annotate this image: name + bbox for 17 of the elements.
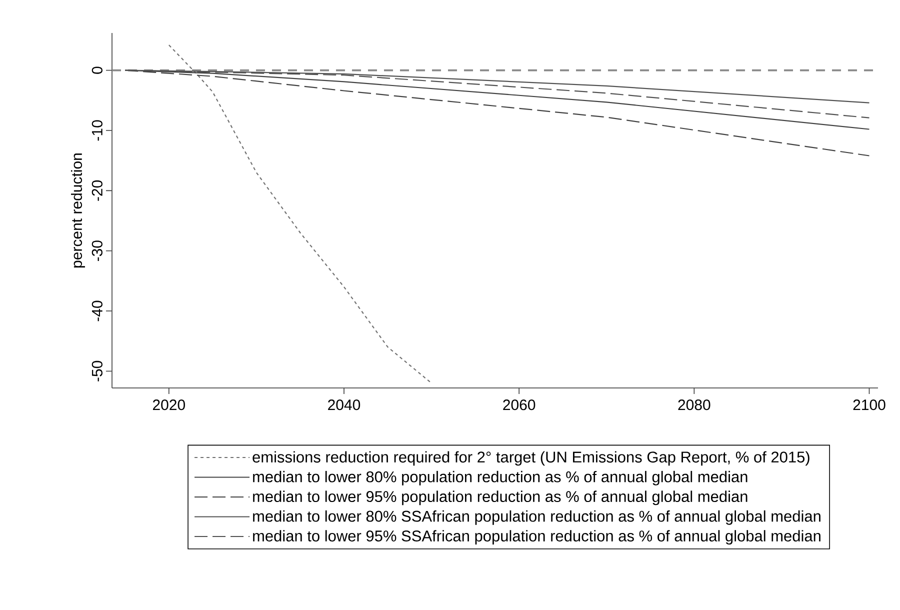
y-tick-label: -10 xyxy=(92,120,102,141)
x-tick-label: 2020 xyxy=(152,400,185,410)
legend-label: median to lower 95% SSAfrican population reduction as % of annual global median xyxy=(253,530,820,545)
x-tick-label: 2060 xyxy=(503,400,536,410)
y-tick-label: -20 xyxy=(92,180,102,201)
legend-label: median to lower 80% population reduction as % of annual global median xyxy=(253,470,748,486)
y-tick-label: -40 xyxy=(92,300,102,322)
legend-label: median to lower 95% population reduction as % of annual global median xyxy=(253,490,748,506)
y-tick-label: -30 xyxy=(92,240,102,261)
x-tick-label: 2100 xyxy=(853,400,886,410)
y-tick-label: -50 xyxy=(92,360,102,382)
legend-label: median to lower 80% SSAfrican population reduction as % of annual global median xyxy=(253,510,820,525)
y-tick-label: 0 xyxy=(92,66,102,74)
x-tick-label: 2080 xyxy=(678,400,710,410)
x-tick-label: 2040 xyxy=(328,400,360,410)
legend-label: emissions reduction required for 2° target (UN Emissions Gap Report, % of 2015) xyxy=(252,451,810,466)
y-axis-title: percent reduction xyxy=(71,154,85,268)
